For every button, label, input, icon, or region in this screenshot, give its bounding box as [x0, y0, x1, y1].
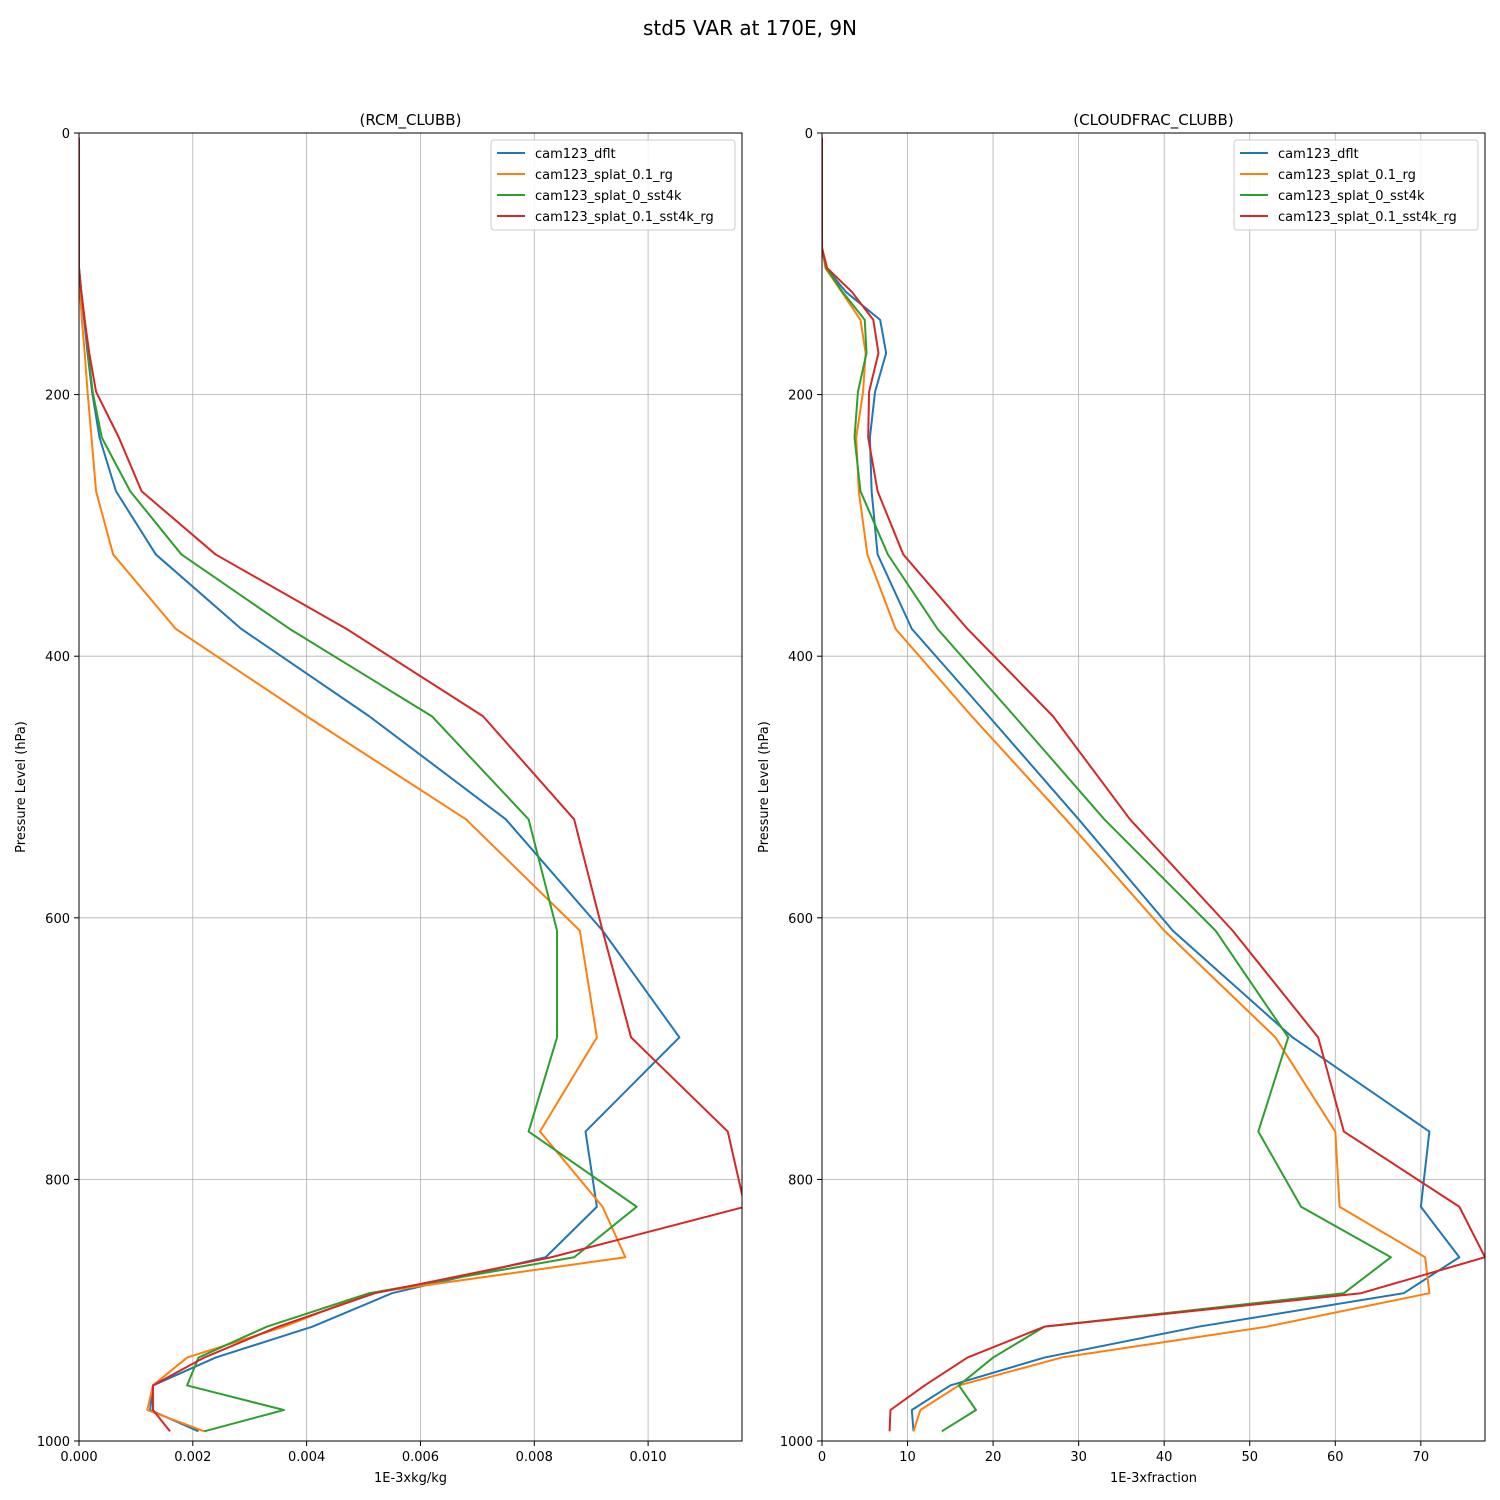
- y-tick-label: 800: [788, 1173, 813, 1188]
- series-line-cam123-dflt: [79, 137, 681, 1433]
- legend: cam123_dflt cam123_splat_0.1_rg cam123_spl…: [1233, 139, 1479, 231]
- x-tick-label: 0.002: [174, 1450, 211, 1465]
- x-tick-label: 40: [1156, 1450, 1173, 1465]
- legend-label: cam123_splat_0_sst4k: [535, 189, 682, 204]
- legend-label: cam123_splat_0.1_sst4k_rg: [1278, 210, 1457, 225]
- legend-label: cam123_splat_0.1_sst4k_rg: [535, 210, 714, 225]
- y-tick-label: 1000: [780, 1435, 813, 1450]
- y-tick-label: 400: [788, 650, 813, 665]
- x-tick-label: 60: [1327, 1450, 1344, 1465]
- x-tick-label: 30: [1070, 1450, 1087, 1465]
- panel-rcm-clubb: 0.000 0.002 0.004 0.006 0.008 0.010 0 200 400 600…: [14, 111, 743, 1486]
- y-tick-label: 0: [805, 127, 813, 142]
- series-line-cam123-splat-0-sst4k: [79, 137, 638, 1433]
- x-axis-label: 1E-3xfraction: [1110, 1471, 1197, 1486]
- x-tick-label: 0.000: [60, 1450, 97, 1465]
- x-axis-label: 1E-3xkg/kg: [374, 1471, 447, 1486]
- x-tick-label: 0.006: [402, 1450, 439, 1465]
- axes-frame: [78, 132, 743, 1442]
- series-line-cam123-dflt: [822, 137, 1461, 1432]
- x-tick-label: 0.010: [629, 1450, 666, 1465]
- y-tick-label: 200: [788, 389, 813, 404]
- y-tick-label: 600: [45, 912, 70, 927]
- x-tick-label: 50: [1241, 1450, 1258, 1465]
- legend-label: cam123_dflt: [535, 147, 616, 162]
- y-tick-label: 800: [45, 1173, 70, 1188]
- axes-title: (CLOUDFRAC_CLUBB): [1073, 111, 1233, 130]
- legend-label: cam123_splat_0.1_rg: [1278, 168, 1416, 183]
- panel-cloudfrac-clubb: 0 10 20 30 40 50 60 70 0 200 400 600 800 1000 (CLOUDFR…: [757, 111, 1486, 1486]
- series-line-cam123-splat-0-1-rg: [822, 137, 1431, 1432]
- legend-label: cam123_splat_0_sst4k: [1278, 189, 1425, 204]
- x-tick-label: 0.008: [516, 1450, 553, 1465]
- legend-box: [1233, 139, 1479, 231]
- legend: cam123_dflt cam123_splat_0.1_rg cam123_spl…: [490, 139, 736, 231]
- series-lines: [79, 137, 742, 1433]
- y-tick-label: 400: [45, 650, 70, 665]
- legend-label: cam123_splat_0.1_rg: [535, 168, 673, 183]
- axes-title: (RCM_CLUBB): [360, 111, 462, 130]
- x-tick-label: 70: [1413, 1450, 1430, 1465]
- x-tick-label: 0.004: [288, 1450, 325, 1465]
- axes-frame: [821, 132, 1486, 1442]
- figure-title: std5 VAR at 170E, 9N: [642, 16, 858, 40]
- series-line-cam123-splat-0-1-sst4k-rg: [79, 137, 742, 1432]
- grid: [78, 132, 742, 1442]
- series-line-cam123-splat-0-sst4k: [822, 137, 1392, 1433]
- series-line-cam123-splat-0-1-sst4k-rg: [822, 137, 1485, 1432]
- legend-label: cam123_dflt: [1278, 147, 1359, 162]
- y-tick-label: 600: [788, 912, 813, 927]
- y-tick-label: 0: [62, 127, 70, 142]
- x-tick-label: 10: [899, 1450, 916, 1465]
- series-lines: [822, 137, 1485, 1433]
- y-tick-label: 1000: [37, 1435, 70, 1450]
- y-axis-label: Pressure Level (hPa): [757, 721, 772, 853]
- grid: [821, 132, 1485, 1442]
- y-axis-label: Pressure Level (hPa): [14, 721, 29, 853]
- y-tick-label: 200: [45, 389, 70, 404]
- x-tick-label: 0: [818, 1450, 826, 1465]
- x-tick-label: 20: [985, 1450, 1002, 1465]
- legend-box: [490, 139, 736, 231]
